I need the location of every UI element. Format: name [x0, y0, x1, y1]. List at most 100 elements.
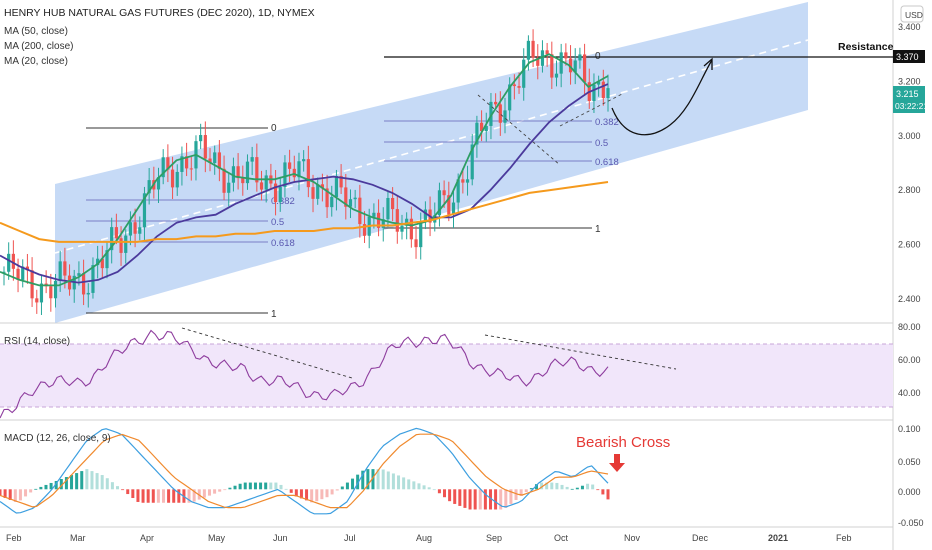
candle-body — [414, 239, 418, 248]
candle-body — [302, 159, 306, 162]
macd-bar — [427, 487, 431, 490]
candle-body — [11, 253, 15, 269]
candle-body — [110, 227, 114, 251]
macd-bar — [310, 489, 314, 503]
macd-bar — [24, 489, 28, 497]
candle-body — [353, 197, 357, 200]
macd-bar — [253, 482, 257, 490]
macd-bar — [422, 485, 426, 490]
last-price-badge — [893, 86, 925, 113]
macd-bar — [284, 488, 288, 490]
candle-body — [508, 84, 512, 111]
macd-bar — [70, 475, 74, 490]
macd-bar — [116, 486, 120, 490]
macd-bar — [545, 482, 549, 490]
fib-right-382: 0.382 — [595, 117, 619, 128]
candle-body — [526, 40, 531, 60]
candle-body — [81, 273, 86, 295]
candle-body — [227, 182, 231, 193]
candle-body — [236, 166, 240, 179]
candle-body — [316, 184, 320, 199]
macd-label[interactable]: MACD (12, 26, close, 9) — [4, 433, 111, 444]
time-tick: Aug — [416, 533, 432, 543]
macd-bar — [49, 482, 53, 490]
candle-body — [255, 157, 259, 183]
candle-body — [2, 271, 6, 273]
macd-bar — [483, 489, 487, 510]
macd-bar — [110, 482, 114, 490]
candle-body — [386, 197, 390, 220]
time-tick: Dec — [692, 533, 709, 543]
macd-bar — [85, 469, 89, 490]
candle-body — [409, 218, 413, 240]
legend-ma200[interactable]: MA (200, close) — [4, 41, 73, 52]
legend-ma50[interactable]: MA (50, close) — [4, 26, 68, 37]
macd-bar — [131, 489, 135, 499]
time-tick: 2021 — [768, 533, 788, 543]
candle-body — [395, 209, 399, 232]
macd-bar — [509, 489, 513, 504]
resistance-badge-value: 3.370 — [896, 52, 919, 62]
rsi-label[interactable]: RSI (14, close) — [4, 336, 70, 347]
macd-bar — [437, 489, 441, 494]
regression-channel — [55, 2, 808, 323]
channel-midline — [54, 39, 809, 254]
fib-left-0: 0 — [271, 123, 277, 134]
macd-bar — [499, 489, 503, 510]
macd-bar — [550, 482, 554, 490]
macd-bar — [366, 469, 370, 490]
candle-body — [564, 52, 568, 59]
macd-bar — [448, 489, 452, 502]
bar-countdown: 03:22:21 — [895, 101, 928, 111]
candle-body — [461, 179, 465, 183]
time-tick: Jun — [273, 533, 288, 543]
macd-bar — [207, 489, 211, 496]
candle-body — [479, 122, 484, 132]
macd-bar — [105, 478, 109, 490]
candle-body — [114, 227, 118, 239]
candle-body — [554, 73, 559, 78]
macd-tick-0050: 0.050 — [898, 457, 921, 467]
macd-bar — [376, 469, 380, 490]
macd-bar — [555, 482, 559, 490]
macd-bar — [146, 489, 150, 503]
candle-body — [297, 161, 301, 178]
macd-bar — [172, 489, 176, 503]
macd-bar — [187, 489, 191, 503]
macd-bar — [228, 487, 232, 490]
macd-bar — [192, 489, 196, 502]
candle-body — [573, 60, 577, 73]
macd-bar — [0, 489, 2, 497]
macd-bar — [34, 488, 38, 490]
moving-averages — [0, 53, 609, 287]
macd-bar — [95, 473, 99, 490]
candle-body — [91, 265, 95, 293]
legend-ma20[interactable]: MA (20, close) — [4, 56, 68, 67]
macd-lines — [0, 427, 609, 515]
macd-bar — [223, 489, 227, 491]
macd-bar — [305, 489, 309, 501]
macd-bar — [64, 477, 68, 490]
macd-bar — [121, 489, 125, 491]
fib-left-5: 0.5 — [271, 217, 284, 228]
candle-body — [512, 84, 516, 87]
macd-bar — [315, 489, 319, 502]
macd-bar — [345, 482, 349, 490]
candle-body — [53, 280, 58, 299]
candle-body — [306, 159, 310, 188]
currency-button[interactable] — [900, 5, 924, 23]
price-tick: 3.400 — [898, 22, 921, 32]
candle-body — [311, 187, 315, 199]
candle-body — [498, 104, 502, 123]
macd-bar — [586, 483, 590, 490]
fib-right-1: 1 — [595, 224, 601, 235]
time-tick: Apr — [140, 533, 154, 543]
macd-histogram — [0, 469, 610, 510]
macd-bar — [90, 471, 94, 490]
candle-body — [119, 238, 123, 253]
macd-bar — [504, 489, 508, 508]
macd-bar — [560, 484, 564, 490]
macd-bar — [274, 482, 278, 490]
macd-bar — [580, 485, 584, 490]
